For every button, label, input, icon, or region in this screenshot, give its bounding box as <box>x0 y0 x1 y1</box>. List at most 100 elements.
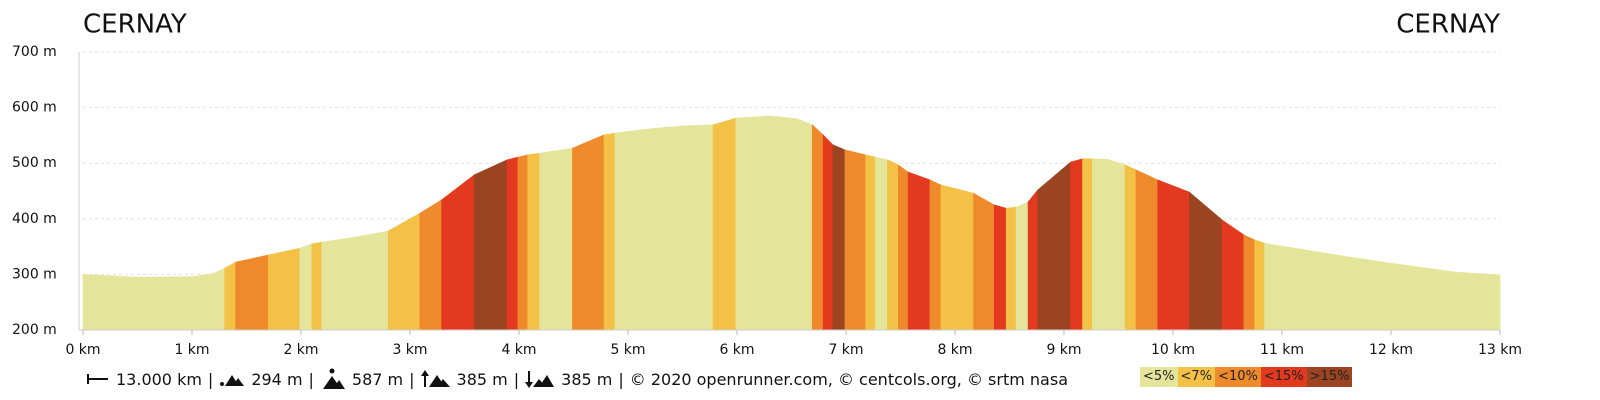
legend-entry: <7% <box>1177 367 1216 387</box>
legend-entry: <10% <box>1215 367 1261 387</box>
profile-segment <box>82 274 138 331</box>
footer-stats: 13.000 km | 294 m | 587 m | 385 m | 385 … <box>86 368 1068 390</box>
profile-segment <box>875 156 888 331</box>
profile-segment <box>1243 234 1256 331</box>
profile-segment <box>940 184 974 331</box>
min-elevation: 294 m <box>251 369 303 389</box>
profile-segment <box>1027 189 1039 331</box>
profile-segment <box>1015 201 1029 331</box>
profile-segment <box>1264 242 1337 331</box>
legend-entry: <15% <box>1260 367 1307 387</box>
ascent-icon <box>420 370 450 387</box>
profile-segment <box>527 152 541 331</box>
profile-segment <box>419 199 442 331</box>
profile-segment <box>299 243 313 331</box>
profile-segment <box>993 204 1007 331</box>
profile-segment <box>224 261 236 331</box>
profile-segment <box>1390 262 1457 331</box>
profile-segment <box>474 159 508 331</box>
profile-segment <box>1157 179 1190 331</box>
profile-segment <box>1135 169 1159 331</box>
profile-segment <box>822 134 834 331</box>
profile-segment <box>649 125 683 331</box>
profile-segment <box>844 149 866 331</box>
distance: 13.000 km <box>116 369 202 389</box>
profile-segment <box>311 241 323 331</box>
profile-segment <box>321 236 356 331</box>
separator: | <box>207 369 214 389</box>
profile-segment <box>1189 191 1223 331</box>
descent: 385 m <box>561 369 613 389</box>
profile-segment <box>191 272 215 331</box>
profile-segment <box>735 115 771 331</box>
credits: © 2020 openrunner.com, © centcols.org, ©… <box>629 369 1068 389</box>
profile-segment <box>603 132 616 331</box>
separator: | <box>618 369 624 389</box>
profile-segment <box>355 230 389 331</box>
y-tick-label: 300 m <box>12 266 57 282</box>
profile-segment <box>887 159 899 331</box>
profile-segment <box>907 171 931 331</box>
profile-segment <box>1107 158 1126 331</box>
profile-segment <box>506 156 519 331</box>
profile-segment <box>1221 219 1245 331</box>
max-elevation-icon <box>322 368 345 389</box>
profile-segment <box>1254 239 1265 331</box>
profile-segment <box>1124 164 1137 331</box>
profile-segment <box>811 124 824 331</box>
x-tick-label: 8 km <box>937 342 972 358</box>
distance-icon <box>87 374 108 384</box>
profile-segment <box>614 128 651 331</box>
y-tick-label: 500 m <box>12 155 57 171</box>
x-tick-label: 13 km <box>1478 342 1522 358</box>
x-tick-label: 5 km <box>610 342 645 358</box>
profile-segment <box>929 179 942 331</box>
x-tick-label: 7 km <box>828 342 863 358</box>
profile-segment <box>387 212 421 331</box>
separator: | <box>409 369 415 389</box>
title-left: CERNAY <box>83 10 187 40</box>
profile-segment <box>1092 158 1108 331</box>
profile-segment <box>572 134 605 331</box>
profile-segment <box>796 118 813 331</box>
y-tick-label: 200 m <box>12 322 57 338</box>
profile-segment <box>865 154 876 331</box>
x-tick-label: 3 km <box>392 342 427 358</box>
profile-segment <box>973 192 995 331</box>
profile-segment <box>1082 158 1093 331</box>
profile-segment <box>1037 161 1071 331</box>
separator: | <box>308 369 314 389</box>
x-tick-label: 12 km <box>1369 342 1413 358</box>
max-elevation: 587 m <box>351 369 404 389</box>
x-tick-label: 10 km <box>1151 342 1195 358</box>
profile-segment <box>267 247 301 331</box>
x-tick-label: 11 km <box>1260 342 1304 358</box>
profile-segment <box>682 124 714 331</box>
profile-segment <box>517 154 529 331</box>
profile-segment <box>1456 271 1501 331</box>
y-tick-label: 400 m <box>12 211 57 227</box>
min-elevation-icon <box>220 375 245 386</box>
profile-segment <box>1336 254 1392 331</box>
profile-segment <box>441 174 475 331</box>
x-tick-label: 1 km <box>174 342 209 358</box>
profile-segment <box>1070 158 1083 331</box>
title-right: CERNAY <box>1396 10 1500 40</box>
legend: <5% <7% <10% <15% >15% <box>1140 367 1353 387</box>
profile-segment <box>137 276 193 331</box>
x-tick-label: 4 km <box>501 342 536 358</box>
profile-segment <box>1005 206 1017 331</box>
legend-entry: >15% <box>1306 367 1353 387</box>
x-tick-label: 0 km <box>65 342 100 358</box>
y-tick-label: 700 m <box>12 44 57 60</box>
legend-entry: <5% <box>1140 367 1178 387</box>
separator: | <box>513 369 520 389</box>
x-tick-label: 6 km <box>719 342 754 358</box>
profile-segment <box>832 144 846 331</box>
descent-icon <box>525 371 555 388</box>
x-tick-label: 2 km <box>283 342 318 358</box>
profile-segment <box>712 117 737 331</box>
profile-segment <box>213 267 225 331</box>
